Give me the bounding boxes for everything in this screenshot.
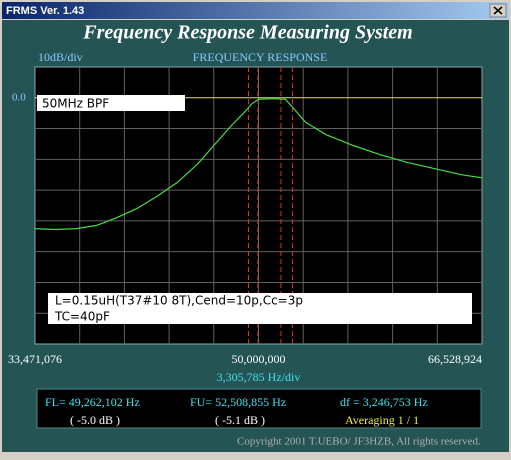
y-div-label: 10dB/div [38, 50, 83, 64]
annotation-box [37, 95, 185, 111]
x-tick-label: 33,471,076 [8, 352, 62, 366]
df-readout: df = 3,246,753 Hz [340, 395, 428, 409]
x-div-label: 3,305,785 Hz/div [217, 370, 301, 384]
annotation: L=0.15uH(T37#10 8T),Cend=10p,Cc=3p [55, 294, 303, 308]
marker-readout: FL= 49,262,102 Hz [45, 395, 140, 409]
status-panel [36, 388, 482, 429]
averaging: Averaging 1 / 1 [345, 413, 419, 427]
title-bar [2, 2, 509, 19]
marker-level: ( -5.1 dB ) [215, 413, 265, 427]
annotation: 50MHz BPF [42, 97, 109, 111]
annotation: TC=40pF [54, 310, 110, 324]
x-tick-label: 50,000,000 [232, 352, 286, 366]
annotation-box [48, 293, 472, 324]
copyright: Copyright 2001 T.UEBO/ JF3HZB, All right… [237, 436, 481, 448]
chart-title: FREQUENCY RESPONSE [193, 50, 328, 64]
marker-readout: FU= 52,508,855 Hz [190, 395, 286, 409]
response-curve [34, 98, 483, 231]
x-tick-label: 66,528,924 [428, 352, 482, 366]
marker-level: ( -5.0 dB ) [70, 413, 120, 427]
window-title: FRMS Ver. 1.43 [6, 5, 84, 17]
app-title: Frequency Response Measuring System [82, 22, 412, 44]
reference-label: 0.0 [12, 91, 26, 103]
close-icon [493, 6, 503, 15]
